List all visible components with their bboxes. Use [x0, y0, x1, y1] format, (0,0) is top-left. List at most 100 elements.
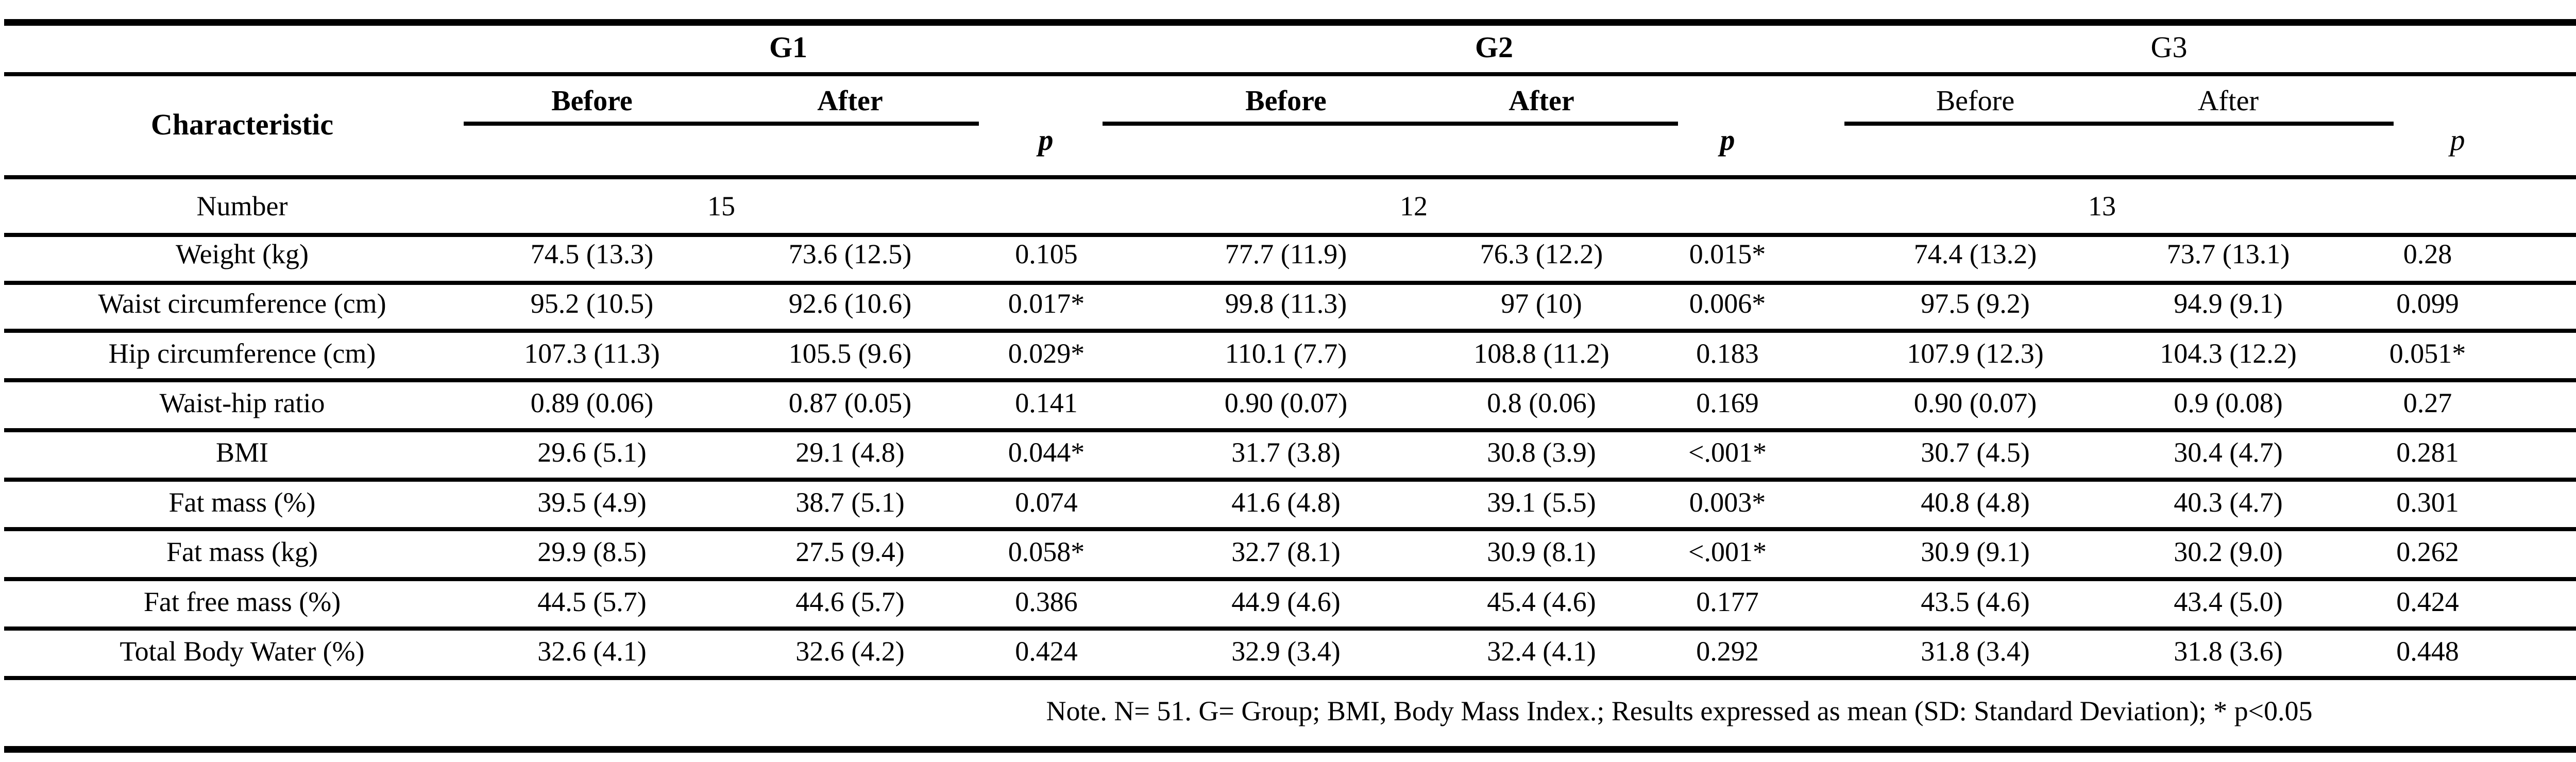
table-cell: 74.4 (13.2): [1913, 239, 2037, 269]
group-header-g2: G2: [1475, 30, 1514, 64]
table-cell: 0.099: [2396, 288, 2459, 319]
table-cell: 74.5 (13.3): [530, 239, 654, 269]
row-separator-rule: [4, 329, 2576, 333]
group-header-g3: G3: [2150, 30, 2188, 64]
table-cell: 29.9 (8.5): [537, 536, 647, 567]
row-separator-rule: [4, 428, 2576, 432]
table-cell: 31.8 (3.6): [2174, 636, 2283, 667]
table-cell: 32.4 (4.1): [1487, 636, 1596, 667]
g2-before-header: Before: [1245, 85, 1327, 117]
table-cell: 0.448: [2396, 636, 2459, 667]
table-cell: 45.4 (4.6): [1487, 586, 1596, 617]
table-cell: 44.6 (5.7): [795, 586, 905, 617]
table-cell: 29.6 (5.1): [537, 437, 647, 468]
number-g2: 12: [1400, 191, 1428, 222]
table-cell: 40.8 (4.8): [1921, 487, 2030, 518]
table-cell: 92.6 (10.6): [788, 288, 912, 319]
g3-cmidrule: [1844, 122, 2394, 126]
table-cell: 105.5 (9.6): [788, 338, 912, 369]
table-cell: 0.029*: [1008, 338, 1085, 369]
subheader-rule: [4, 175, 2576, 179]
table-cell: 0.301: [2396, 487, 2459, 518]
table-cell: <.001*: [1688, 536, 1767, 567]
table-cell: 43.4 (5.0): [2174, 586, 2283, 617]
table-cell: 41.6 (4.8): [1231, 487, 1341, 518]
table-cell: 39.5 (4.9): [537, 487, 647, 518]
table-cell: 73.7 (13.1): [2166, 239, 2290, 269]
table-cell: 30.9 (9.1): [1921, 536, 2030, 567]
table-cell: 30.4 (4.7): [2174, 437, 2283, 468]
group-header-g1: G1: [769, 30, 808, 64]
table-cell: 0.8 (0.06): [1487, 387, 1596, 418]
table-cell: 110.1 (7.7): [1225, 338, 1347, 369]
table-cell: 40.3 (4.7): [2174, 487, 2283, 518]
row-label-number: Number: [196, 191, 288, 222]
table-cell: 27.5 (9.4): [795, 536, 905, 567]
table-cell: 30.9 (8.1): [1487, 536, 1596, 567]
table-cell: 0.058*: [1008, 536, 1085, 567]
row-separator-rule: [4, 626, 2576, 631]
group-header-rule: [4, 72, 2576, 76]
number-row-rule: [4, 233, 2576, 237]
table-cell: 0.27: [2403, 387, 2452, 418]
table-cell: 0.044*: [1008, 437, 1085, 468]
table-cell: 30.8 (3.9): [1487, 437, 1596, 468]
table-cell: 0.386: [1015, 586, 1078, 617]
top-rule: [4, 19, 2576, 26]
row-label: Waist-hip ratio: [159, 387, 325, 418]
row-label: Fat mass (%): [168, 487, 316, 518]
row-separator-rule: [4, 281, 2576, 285]
row-label: Hip circumference (cm): [108, 338, 376, 369]
table-cell: 0.89 (0.06): [530, 387, 654, 418]
table-cell: 32.7 (8.1): [1231, 536, 1341, 567]
row-separator-rule: [4, 527, 2576, 531]
table-cell: 97.5 (9.2): [1921, 288, 2030, 319]
row-label: Fat mass (kg): [166, 536, 318, 567]
table-cell: 94.9 (9.1): [2174, 288, 2283, 319]
table-cell: 38.7 (5.1): [795, 487, 905, 518]
table-cell: 0.105: [1015, 239, 1078, 269]
number-g1: 15: [707, 191, 735, 222]
table-cell: 73.6 (12.5): [788, 239, 912, 269]
table-cell: 0.28: [2403, 239, 2452, 269]
table-cell: 0.262: [2396, 536, 2459, 567]
g1-before-header: Before: [551, 85, 633, 117]
table-cell: 39.1 (5.5): [1487, 487, 1596, 518]
table-cell: 0.183: [1696, 338, 1759, 369]
g1-cmidrule: [464, 122, 979, 126]
row-separator-rule: [4, 378, 2576, 382]
table-cell: 0.015*: [1689, 239, 1766, 269]
table-cell: 104.3 (12.2): [2160, 338, 2297, 369]
number-g3: 13: [2088, 191, 2116, 222]
characteristic-header: Characteristic: [150, 108, 334, 141]
table-cell: 0.9 (0.08): [2174, 387, 2283, 418]
table-cell: 0.074: [1015, 487, 1078, 518]
table-cell: 0.141: [1015, 387, 1078, 418]
row-label: Weight (kg): [175, 239, 309, 269]
row-separator-rule: [4, 478, 2576, 482]
row-separator-rule: [4, 676, 2576, 680]
g2-cmidrule: [1103, 122, 1678, 126]
row-label: Waist circumference (cm): [98, 288, 386, 319]
row-label: Total Body Water (%): [120, 636, 365, 667]
row-label: BMI: [215, 437, 269, 468]
row-separator-rule: [4, 577, 2576, 581]
table-cell: 97 (10): [1501, 288, 1582, 319]
table-cell: 76.3 (12.2): [1480, 239, 1603, 269]
table-cell: 99.8 (11.3): [1225, 288, 1347, 319]
table-cell: 0.169: [1696, 387, 1759, 418]
g2-p-header: p: [1720, 123, 1735, 157]
g3-before-header: Before: [1936, 85, 2015, 117]
table-cell: 0.051*: [2389, 338, 2466, 369]
table-cell: 0.292: [1696, 636, 1759, 667]
table-cell: 32.9 (3.4): [1231, 636, 1341, 667]
table-cell: 31.8 (3.4): [1921, 636, 2030, 667]
table-cell: 0.90 (0.07): [1224, 387, 1348, 418]
g2-after-header: After: [1509, 85, 1574, 117]
g1-p-header: p: [1038, 123, 1054, 157]
table-cell: 107.9 (12.3): [1907, 338, 2044, 369]
bottom-rule: [4, 746, 2576, 753]
table-cell: 43.5 (4.6): [1921, 586, 2030, 617]
table-cell: 44.5 (5.7): [537, 586, 647, 617]
